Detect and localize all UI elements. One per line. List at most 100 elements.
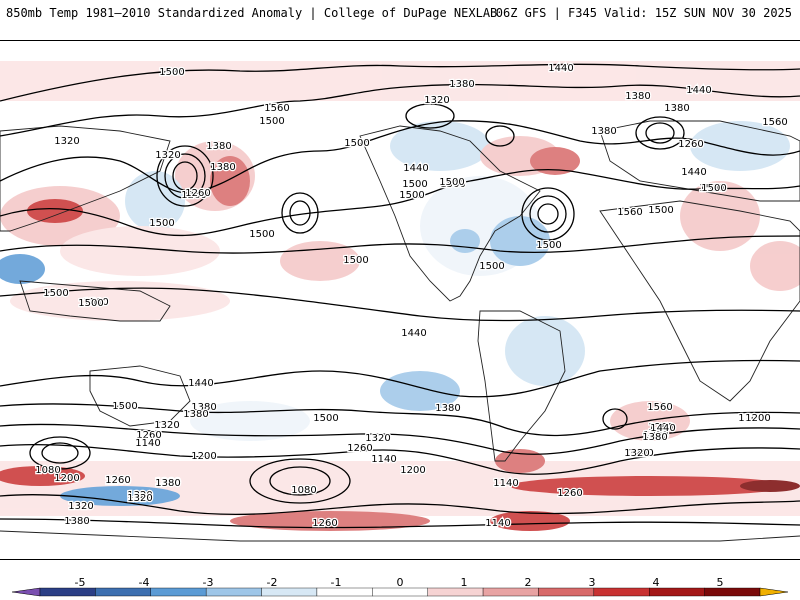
colorbar-tick-label: -2 <box>266 576 278 589</box>
contour-label: 1440 <box>681 167 706 178</box>
contour-label: 1500 <box>149 218 174 229</box>
colorbar-tick-label: 1 <box>460 576 468 589</box>
contour-label: 1140 <box>135 438 160 449</box>
colorbar-segment <box>593 587 650 597</box>
contour-label: 1380 <box>642 432 667 443</box>
contour-label: 1500 <box>402 179 427 190</box>
contour-label: 1440 <box>686 85 711 96</box>
colorbar-tick-label: 5 <box>716 576 724 589</box>
contour-label: 1320 <box>365 433 390 444</box>
contour-label: 1200 <box>400 465 425 476</box>
model-run-info: 06Z GFS | F345 Valid: 15Z SUN NOV 30 202… <box>495 6 792 20</box>
contour-label: 1500 <box>43 288 68 299</box>
height-contours <box>0 63 800 529</box>
contour-label: 1440 <box>401 328 426 339</box>
colorbar-tick-label: -3 <box>202 576 214 589</box>
contour-label: 1500 <box>648 205 673 216</box>
contour-label: 1260 <box>648 422 673 433</box>
colorbar-tick-label: 4 <box>652 576 660 589</box>
contour-label: 1260 <box>181 190 206 201</box>
colorbar-segment <box>372 587 428 597</box>
contour-label: 1320 <box>127 493 152 504</box>
contour-label: 1200 <box>628 448 653 459</box>
contour-label: 1320 <box>643 430 668 441</box>
contour-label: 1500 <box>440 179 465 190</box>
anomaly-colorbar <box>11 587 789 597</box>
contour-label: 1380 <box>64 516 89 527</box>
contour-label: 1260 <box>105 476 130 487</box>
contour-label: 1260 <box>347 443 372 454</box>
contour-label: 1560 <box>762 117 787 128</box>
colorbar-segment <box>649 587 705 597</box>
contour-label: 1140 <box>493 478 518 489</box>
contour-label: 1320 <box>154 420 179 431</box>
contour-label: 1260 <box>136 430 161 441</box>
colorbar-segment <box>704 587 761 597</box>
contour-label: 1140 <box>485 518 510 529</box>
contour-label: 1500 <box>699 183 724 194</box>
colorbar-segment <box>39 587 96 597</box>
contour-label: 1200 <box>738 413 763 424</box>
contour-label: 1500 <box>479 261 504 272</box>
colorbar-tick-label: -5 <box>74 576 86 589</box>
contour-label: 1500 <box>344 138 369 149</box>
contour-label: 1500 <box>259 116 284 127</box>
contour-label: 1200 <box>191 451 216 462</box>
contour-label: 1320 <box>155 150 180 161</box>
contour-label: 1380 <box>183 409 208 420</box>
contour-label: 1380 <box>210 162 235 173</box>
contour-label: 1440 <box>403 163 428 174</box>
anomaly-shading <box>0 61 800 531</box>
map-title: 850mb Temp 1981–2010 Standardized Anomal… <box>6 6 498 20</box>
contour-label: 1500 <box>439 177 464 188</box>
contour-label: 1560 <box>617 207 642 218</box>
contour-label: 1500 <box>83 297 108 308</box>
contour-label: 1500 <box>536 240 561 251</box>
contour-label: 1320 <box>54 136 79 147</box>
contour-label: 1500 <box>78 298 103 309</box>
contour-label: 1320 <box>127 490 152 501</box>
colorbar-segment <box>482 587 539 597</box>
contour-label: 1380 <box>435 403 460 414</box>
contour-label: 1440 <box>650 423 675 434</box>
colorbar-segment <box>205 587 262 597</box>
contour-label: 1380 <box>155 478 180 489</box>
contour-label: 1560 <box>647 402 672 413</box>
colorbar-segment <box>261 587 318 597</box>
contour-label: 1080 <box>35 465 60 476</box>
colorbar-segment <box>316 587 373 597</box>
contour-label: 1080 <box>291 485 316 496</box>
contour-label: 1200 <box>745 413 770 424</box>
contour-label: 1260 <box>557 488 582 499</box>
map-panel: 1500 1440 1380 1560 1500 1320 1380 1380 1320 1440… <box>0 40 800 560</box>
contour-label: 1260 <box>312 518 337 529</box>
contour-label: 1320 <box>68 501 93 512</box>
contour-label: 1260 <box>185 188 210 199</box>
contour-label: 1500 <box>159 67 184 78</box>
colorbar-tick-label: 0 <box>396 576 404 589</box>
contour-label: 1500 <box>313 413 338 424</box>
contour-label: 1380 <box>191 402 216 413</box>
colorbar-segment <box>538 587 595 597</box>
contour-label: 1440 <box>548 63 573 74</box>
colorbar-min-arrow <box>11 587 41 597</box>
colorbar-tick-label: 3 <box>588 576 596 589</box>
contour-label: 1500 <box>701 183 726 194</box>
contour-label: 1380 <box>206 141 231 152</box>
contour-label: 1380 <box>591 126 616 137</box>
colorbar-tick-label: 2 <box>524 576 532 589</box>
contour-label: 1380 <box>155 477 180 488</box>
contour-label: 1260 <box>105 475 130 486</box>
colorbar-max-arrow <box>759 587 789 597</box>
contour-label: 1320 <box>624 448 649 459</box>
contour-label: 1200 <box>54 473 79 484</box>
colorbar-segment <box>95 587 151 597</box>
contour-label: 1500 <box>112 401 137 412</box>
colorbar-segment <box>427 587 484 597</box>
colorbar-tick-label: -1 <box>330 576 342 589</box>
colorbar-tick-label: -4 <box>138 576 150 589</box>
coastlines <box>0 120 800 542</box>
contour-label: 1260 <box>678 139 703 150</box>
